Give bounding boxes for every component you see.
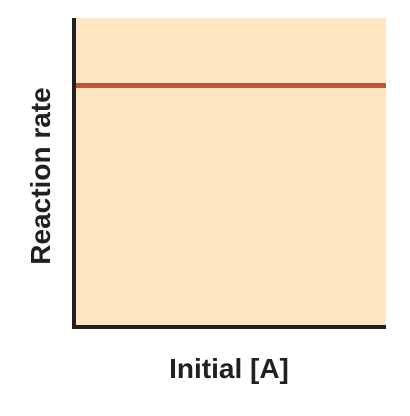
plot-area xyxy=(74,18,386,328)
x-axis-label: Initial [A] xyxy=(169,353,289,384)
y-axis-label: Reaction rate xyxy=(25,87,56,264)
